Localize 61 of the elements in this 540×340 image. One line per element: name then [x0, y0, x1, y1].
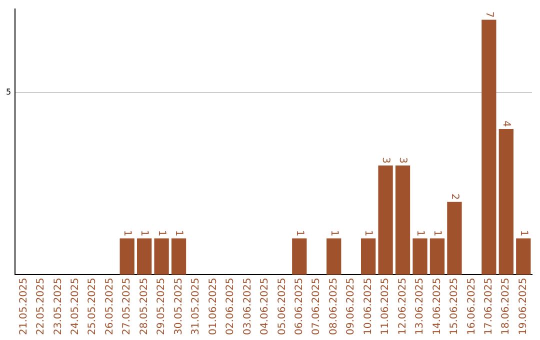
x-tick-label: 19.06.2025	[518, 278, 529, 336]
x-tick-label: 04.06.2025	[260, 278, 271, 336]
data-label: 3	[397, 157, 408, 164]
x-tick-label: 10.06.2025	[362, 278, 374, 336]
bar	[154, 238, 169, 275]
data-label: 1	[432, 230, 443, 236]
x-tick-label: 21.05.2025	[18, 278, 30, 336]
x-tick-label: 18.06.2025	[500, 278, 512, 336]
data-label: 3	[380, 157, 391, 164]
x-tick-label: 17.06.2025	[484, 278, 495, 336]
x-tick-label: 22.05.2025	[36, 278, 47, 336]
bar	[171, 238, 186, 275]
x-tick-label: 09.06.2025	[346, 278, 357, 336]
data-label: 1	[294, 230, 305, 236]
x-tick-label: 06.06.2025	[294, 278, 305, 336]
data-label: 7	[483, 11, 494, 18]
bar	[378, 165, 393, 275]
data-label: 1	[518, 230, 529, 236]
data-label: 1	[328, 230, 340, 236]
x-tick-label: 24.05.2025	[70, 278, 81, 336]
data-label: 1	[156, 230, 167, 236]
bar	[360, 238, 376, 275]
x-tick-label: 25.05.2025	[87, 278, 98, 336]
bar	[447, 202, 462, 275]
bar	[516, 238, 531, 275]
data-label: 2	[448, 194, 460, 200]
bar	[430, 238, 445, 275]
x-tick-label: 08.06.2025	[328, 278, 340, 336]
x-tick-label: 29.05.2025	[156, 278, 168, 336]
bar	[136, 238, 152, 275]
bar	[292, 238, 307, 275]
x-tick-label: 02.06.2025	[225, 278, 236, 336]
bar	[498, 129, 514, 275]
x-tick-label: 12.06.2025	[397, 278, 408, 336]
bar	[412, 238, 428, 275]
x-tick-label: 23.05.2025	[52, 278, 64, 336]
x-tick-label: 07.06.2025	[311, 278, 322, 336]
data-label: 1	[173, 230, 184, 236]
data-label: 1	[121, 230, 132, 236]
x-tick-label: 05.06.2025	[276, 278, 288, 336]
data-label: 1	[414, 230, 426, 236]
x-tick-label: 13.06.2025	[414, 278, 426, 336]
x-tick-label: 30.05.2025	[173, 278, 184, 336]
x-tick-label: 01.06.2025	[208, 278, 219, 336]
x-tick-label: 27.05.2025	[122, 278, 133, 336]
x-tick-label: 14.06.2025	[432, 278, 443, 336]
bar	[120, 238, 134, 275]
x-tick-label: 11.06.2025	[380, 278, 392, 336]
x-tick-label: 15.06.2025	[449, 278, 460, 336]
x-tick-label: 31.05.2025	[190, 278, 202, 336]
data-label: 4	[500, 120, 512, 128]
x-tick-label: 16.06.2025	[466, 278, 478, 336]
y-tick-label: 5	[6, 88, 12, 97]
bar	[326, 238, 342, 275]
bar	[395, 165, 410, 275]
x-tick-label: 28.05.2025	[138, 278, 150, 336]
x-tick-label: 26.05.2025	[104, 278, 116, 336]
data-label: 1	[362, 230, 374, 236]
x-tick-label: 03.06.2025	[242, 278, 254, 336]
data-label: 1	[138, 230, 150, 236]
bar	[482, 20, 496, 275]
